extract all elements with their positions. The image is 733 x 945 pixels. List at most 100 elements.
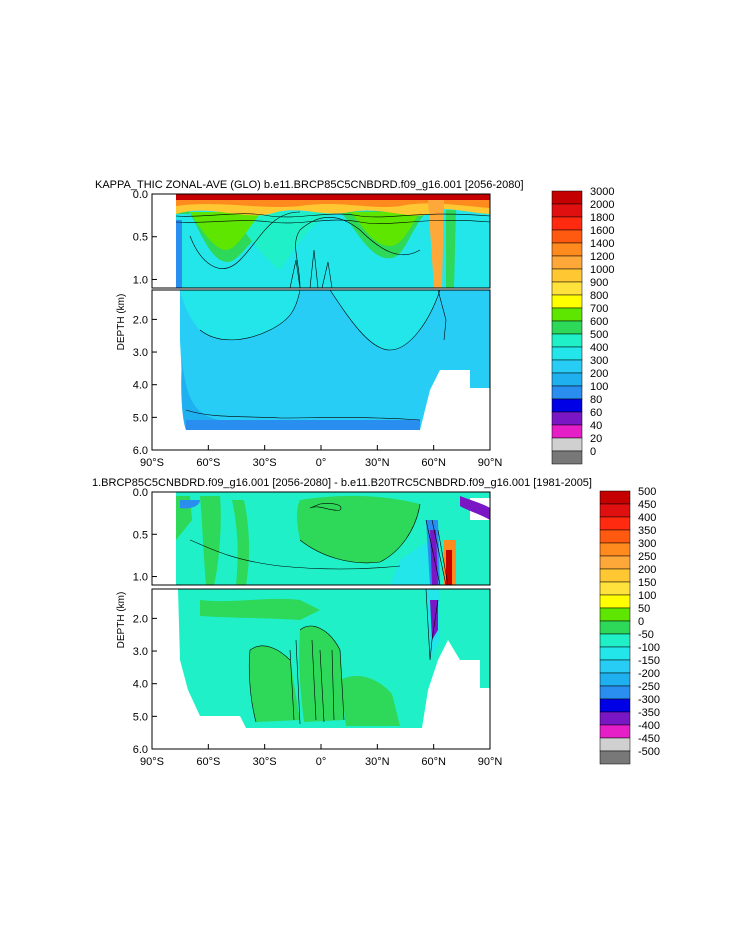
colorbar-swatch [599,568,631,583]
colorbar-label: -450 [638,733,660,745]
colorbar-label: 300 [638,538,656,550]
colorbar-swatch [599,620,631,635]
colorbar-swatch [599,685,631,700]
colorbar-label: 1200 [590,251,614,263]
colorbar-label: 1000 [590,264,614,276]
colorbar-label: 60 [590,407,602,419]
colorbar-swatch [599,750,631,765]
colorbar-swatch [551,203,583,218]
colorbar-swatch [599,672,631,687]
panel-1: KAPPA_THIC ZONAL-AVE (GLO) b.e11.BRCP85C… [95,179,614,469]
x-tick-label: 60°S [196,756,220,768]
y-tick-label: 5.0 [133,412,148,424]
y-tick-label: 3.0 [133,347,148,359]
colorbar-label: 500 [590,329,608,341]
x-tick-label: 90°S [140,457,164,469]
colorbar-label: 700 [590,303,608,315]
y-tick-label: 2.0 [133,613,148,625]
colorbar-swatch [551,229,583,244]
colorbar-label: 900 [590,277,608,289]
colorbar-label: 400 [590,342,608,354]
colorbar-swatch [551,242,583,257]
y-tick-label: 4.0 [133,679,148,691]
colorbar-swatch [551,372,583,387]
colorbar-swatch [599,633,631,648]
x-tick-label: 30°S [253,457,277,469]
colorbar-swatch [551,294,583,309]
colorbar-swatch [599,503,631,518]
panel-1-colorbar: 3000200018001600140012001000900800700600… [551,186,614,465]
colorbar-swatch [599,542,631,557]
colorbar-swatch [551,281,583,296]
colorbar-swatch [599,724,631,739]
y-tick-label: 6.0 [133,445,148,457]
y-tick-label: 0.0 [133,189,148,201]
colorbar-swatch [551,307,583,322]
colorbar-label: 500 [638,486,656,498]
colorbar-label: 3000 [590,186,614,198]
colorbar-label: -150 [638,655,660,667]
colorbar-label: -100 [638,642,660,654]
colorbar-swatch [551,333,583,348]
panel-1-lower-field [152,290,490,450]
y-tick-label: 3.0 [133,646,148,658]
colorbar-swatch [599,594,631,609]
x-tick-label: 60°S [196,457,220,469]
colorbar-label: 200 [638,564,656,576]
panel-2-x-ticks: 90°S 60°S 30°S 0° 30°N 60°N 90°N [140,744,502,768]
panel-2-colorbar: 500450400350300250200150100500-50-100-15… [599,486,660,765]
colorbar-swatch [551,346,583,361]
colorbar-swatch [551,450,583,465]
y-tick-label: 0.5 [133,232,148,244]
colorbar-label: 800 [590,290,608,302]
colorbar-swatch [599,581,631,596]
colorbar-label: 2000 [590,199,614,211]
y-tick-label: 2.0 [133,314,148,326]
y-tick-label: 5.0 [133,711,148,723]
colorbar-label: 20 [590,433,602,445]
y-tick-label: 0.0 [133,487,148,499]
colorbar-label: -250 [638,681,660,693]
colorbar-label: 1400 [590,238,614,250]
colorbar-label: 100 [638,590,656,602]
panel-2-title: 1.BRCP85C5CNBDRD.f09_g16.001 [2056-2080]… [92,477,592,489]
x-tick-label: 30°S [253,756,277,768]
colorbar-label: 150 [638,577,656,589]
colorbar-label: 1600 [590,225,614,237]
colorbar-label: 300 [590,355,608,367]
colorbar-swatch [551,437,583,452]
colorbar-swatch [599,555,631,570]
colorbar-label: 100 [590,381,608,393]
colorbar-swatch [599,711,631,726]
colorbar-swatch [551,190,583,205]
x-tick-label: 90°S [140,756,164,768]
colorbar-swatch [551,359,583,374]
x-tick-label: 60°N [421,756,446,768]
colorbar-label: 0 [590,446,596,458]
colorbar-swatch [551,424,583,439]
colorbar-label: -400 [638,720,660,732]
y-tick-label: 1.0 [133,572,148,584]
x-tick-label: 30°N [365,756,390,768]
colorbar-swatch [599,529,631,544]
colorbar-swatch [551,255,583,270]
x-tick-label: 60°N [421,457,446,469]
colorbar-label: 600 [590,316,608,328]
panel-2-ylabel: DEPTH (km) [116,592,127,649]
colorbar-label: 350 [638,525,656,537]
colorbar-label: 80 [590,394,602,406]
colorbar-label: 200 [590,368,608,380]
colorbar-swatch [599,490,631,505]
y-tick-label: 6.0 [133,744,148,756]
colorbar-swatch [599,737,631,752]
colorbar-swatch [599,659,631,674]
panel-2-upper-frame [151,491,491,586]
colorbar-swatch [551,411,583,426]
panel-2-lower-field [152,589,490,749]
panel-1-y-ticks: 0.0 0.5 1.0 2.0 3.0 4.0 5.0 6.0 [133,189,157,457]
colorbar-label: 450 [638,499,656,511]
colorbar-label: -200 [638,668,660,680]
x-tick-label: 30°N [365,457,390,469]
colorbar-label: 1800 [590,212,614,224]
